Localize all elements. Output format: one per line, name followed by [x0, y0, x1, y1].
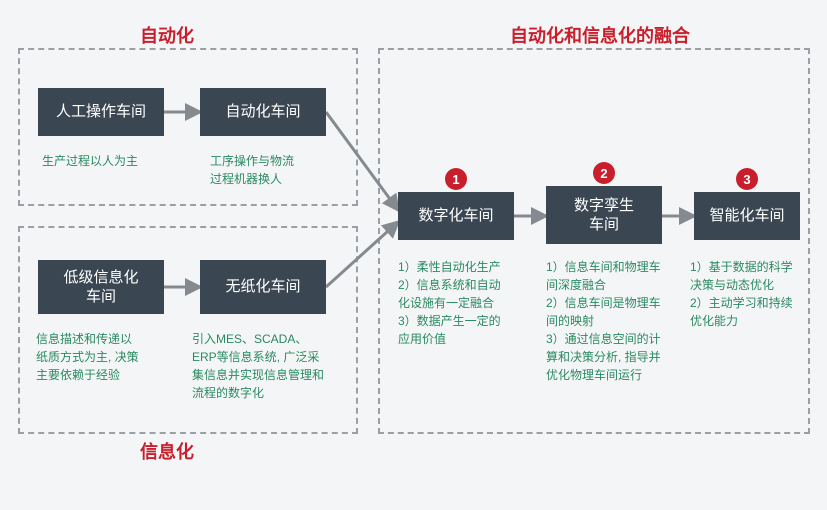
node-label: 无纸化车间: [225, 277, 300, 297]
section-title-auto: 自动化: [140, 22, 194, 48]
caption-digital: 1）柔性自动化生产2）信息系统和自动化设施有一定融合3）数据产生一定的应用价值: [398, 258, 533, 348]
caption-twin: 1）信息车间和物理车间深度融合2）信息车间是物理车间的映射3）通过信息空间的计算…: [546, 258, 686, 384]
caption-lowinfo: 信息描述和传递以纸质方式为主, 决策主要依赖于经验: [36, 330, 176, 384]
node-digital: 数字化车间: [398, 192, 514, 240]
node-autoshop: 自动化车间: [200, 88, 326, 136]
node-manual: 人工操作车间: [38, 88, 164, 136]
caption-autoshop: 工序操作与物流过程机器换人: [210, 152, 340, 188]
badge-twin: 2: [593, 162, 615, 184]
badge-smart: 3: [736, 168, 758, 190]
node-label: 数字孪生车间: [574, 196, 634, 235]
caption-manual: 生产过程以人为主: [42, 152, 172, 170]
node-lowinfo: 低级信息化车间: [38, 260, 164, 314]
node-smart: 智能化车间: [694, 192, 800, 240]
node-label: 低级信息化车间: [63, 268, 138, 307]
node-label: 智能化车间: [709, 206, 784, 226]
caption-smart: 1）基于数据的科学决策与动态优化2）主动学习和持续优化能力: [690, 258, 820, 330]
node-twin: 数字孪生车间: [546, 186, 662, 244]
section-title-fusion: 自动化和信息化的融合: [510, 22, 690, 48]
section-title-info: 信息化: [140, 438, 194, 464]
caption-paperless: 引入MES、SCADA、ERP等信息系统, 广泛采集信息并实现信息管理和流程的数…: [192, 330, 352, 402]
node-label: 自动化车间: [225, 102, 300, 122]
node-label: 人工操作车间: [56, 102, 146, 122]
badge-digital: 1: [445, 168, 467, 190]
node-label: 数字化车间: [418, 206, 493, 226]
node-paperless: 无纸化车间: [200, 260, 326, 314]
